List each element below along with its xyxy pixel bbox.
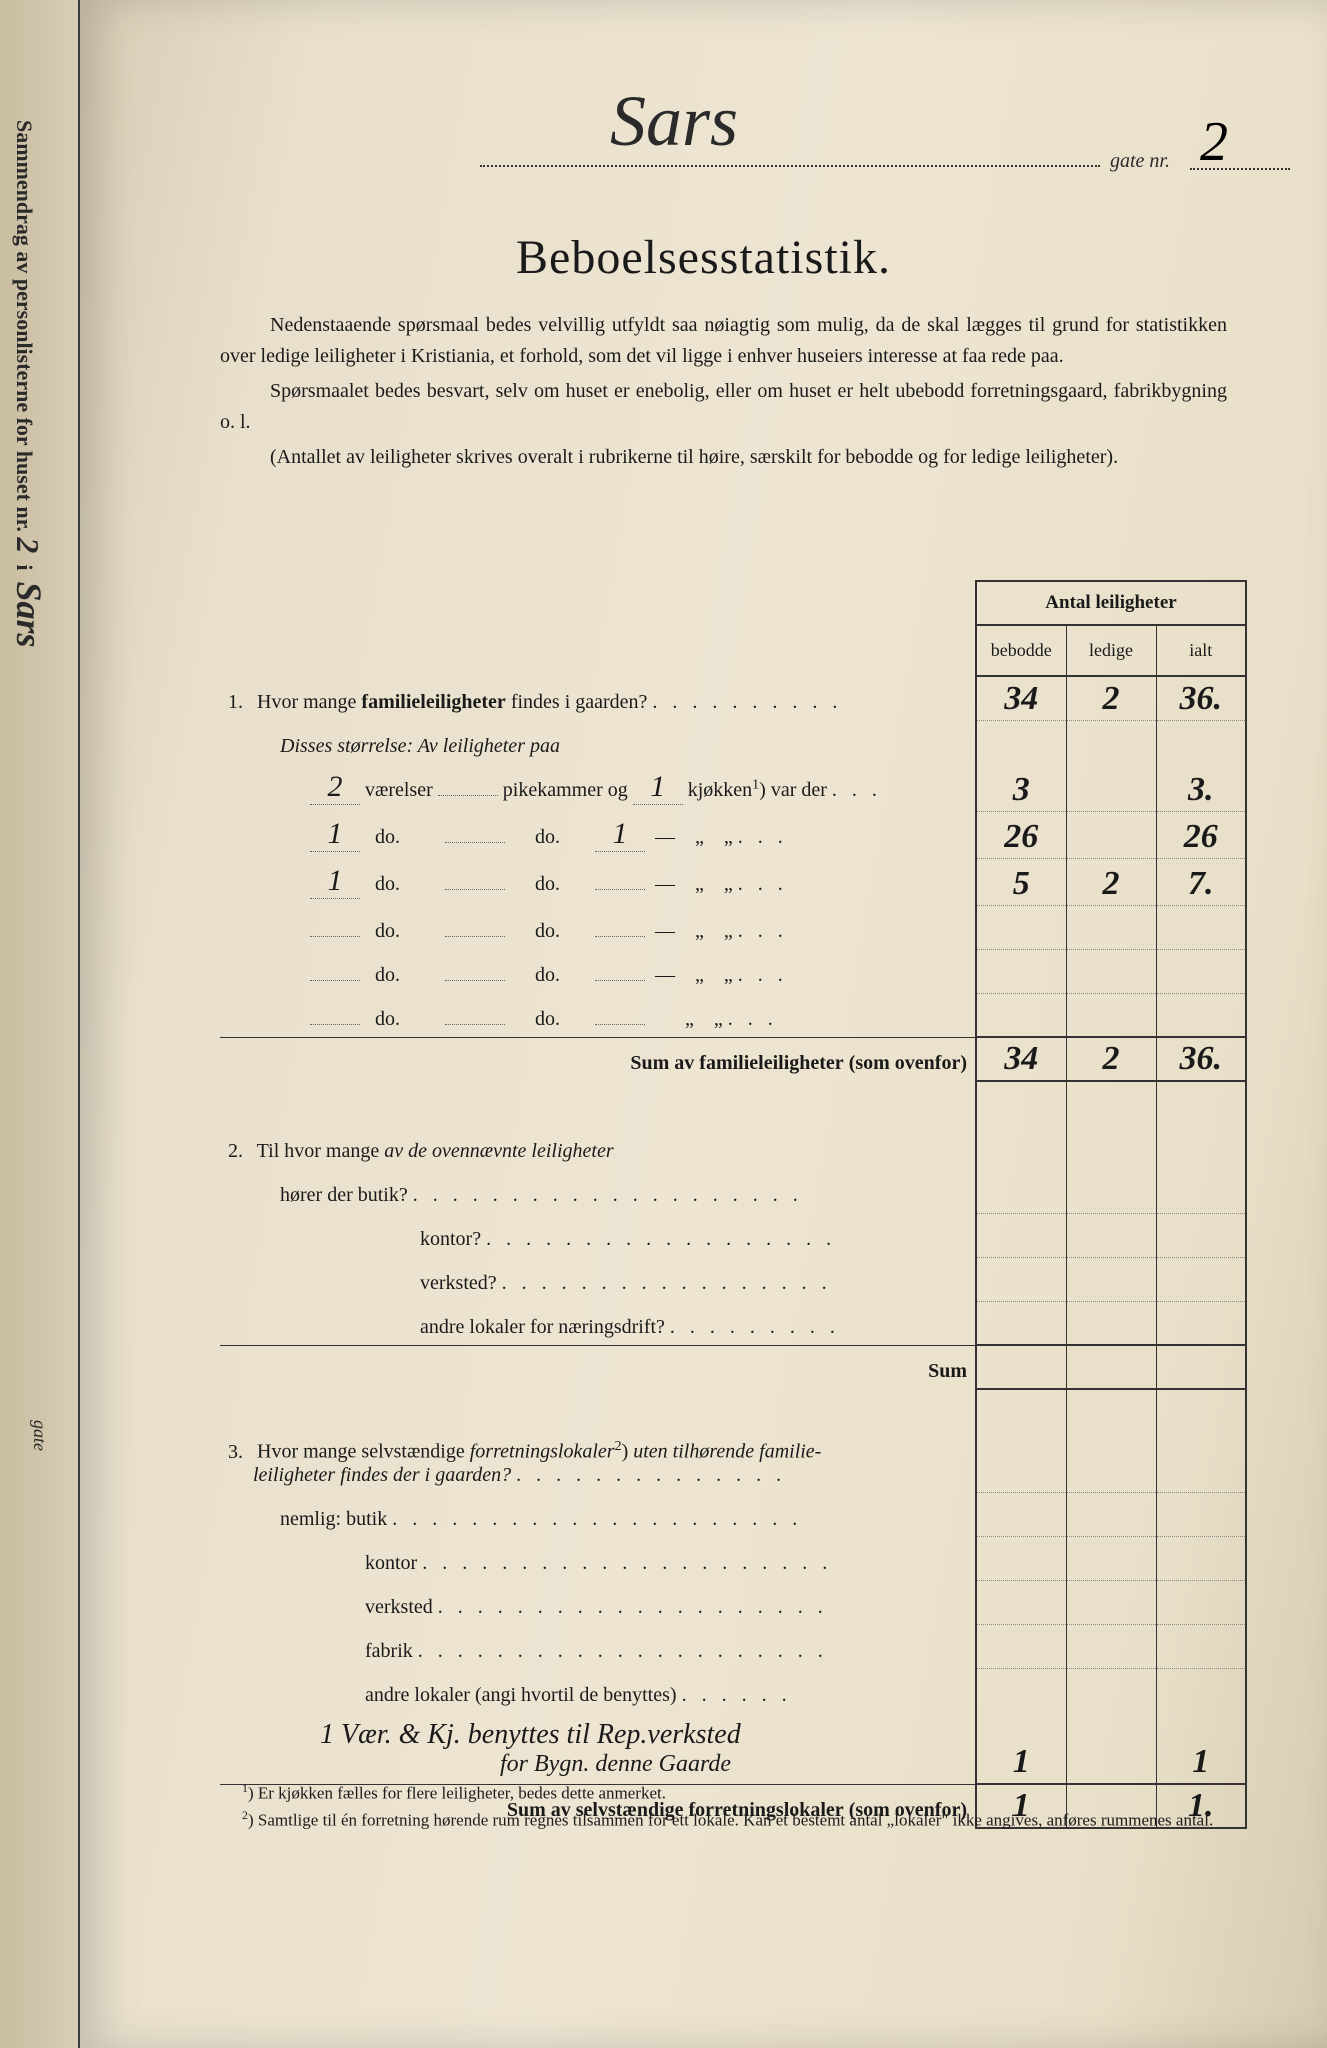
margin-house-nr: 2 [10,537,46,553]
q3-verksted: verksted . . . . . . . . . . . . . . . .… [220,1581,976,1625]
q1-sum-label: Sum av familieleiligheter (som ovenfor) [220,1037,976,1081]
q1-sum-ledige: 2 [1066,1037,1156,1081]
intro-text: Nedenstaaende spørsmaal bedes velvillig … [220,310,1227,477]
q2-verksted: verksted? . . . . . . . . . . . . . . . … [220,1257,976,1301]
q3-kontor: kontor . . . . . . . . . . . . . . . . .… [220,1537,976,1581]
q1-row-5: do. do. „ „ . . . [220,993,976,1037]
q1-ialt: 36. [1156,676,1246,720]
q2-text: 2. Til hvor mange av de ovennævnte leili… [220,1125,976,1169]
gate-nr-handwritten: 2 [1200,110,1228,174]
q1-ledige: 2 [1066,676,1156,720]
gate-nr-label: gate nr. [1110,150,1170,173]
street-name-handwritten: Sars [610,80,738,163]
q1-row-2: 1 do. do. — „ „ . . . [220,858,976,905]
footnote-2: 2) Samtlige til én forretning hørende ru… [220,1807,1227,1832]
q3-butik: nemlig: butik . . . . . . . . . . . . . … [220,1493,976,1537]
col-ialt: ialt [1156,625,1246,676]
q3-fabrik: fabrik . . . . . . . . . . . . . . . . .… [220,1625,976,1669]
q1-row-3: do. do. — „ „ . . . [220,905,976,949]
q1-bebodde: 34 [976,676,1066,720]
margin-text-summary: Sammendrag av personlisterne for huset n… [8,120,50,648]
street-underline [480,165,1100,167]
document-title: Beboelsesstatistik. [80,230,1327,285]
footnote-1: 1) Er kjøkken fælles for flere leilighet… [220,1780,1227,1805]
header: Sars gate nr. 2 [230,50,1247,190]
q2-sum-label: Sum [220,1345,976,1389]
q3-andre: andre lokaler (angi hvortil de benyttes)… [220,1669,976,1713]
footnotes: 1) Er kjøkken fælles for flere leilighet… [220,1780,1227,1835]
q1-text: 1. Hvor mange familieleiligheter findes … [220,676,976,720]
intro-p1: Nedenstaaende spørsmaal bedes velvillig … [220,310,1227,372]
q1-row-4: do. do. — „ „ . . . [220,949,976,993]
left-margin-strip: Sammendrag av personlisterne for huset n… [0,0,80,2048]
q3-text: 3. Hvor mange selvstændige forretningslo… [220,1433,976,1493]
margin-gate-label: gate [29,1420,50,1451]
q1-sum-bebodde: 34 [976,1037,1066,1081]
statistics-table: Antal leiligheter bebodde ledige ialt 1.… [220,580,1247,1829]
q2-andre: andre lokaler for næringsdrift? . . . . … [220,1301,976,1345]
q1-row-1: 1 do. do. 1 — „ „ . . . [220,811,976,858]
col-bebodde: bebodde [976,625,1066,676]
col-ledige: ledige [1066,625,1156,676]
q1-subtitle: Disses størrelse: Av leiligheter paa [220,720,976,764]
intro-p2: Spørsmaalet bedes besvart, selv om huset… [220,376,1227,438]
q2-kontor: kontor? . . . . . . . . . . . . . . . . … [220,1213,976,1257]
margin-street-hw: Sars [9,582,49,648]
q1-sum-ialt: 36. [1156,1037,1246,1081]
q2-butik: hører der butik? . . . . . . . . . . . .… [220,1169,976,1213]
q1-row-0: 2 værelser pikekammer og 1 kjøkken1) var… [220,764,976,811]
table-header-group: Antal leiligheter [976,581,1246,625]
gate-nr-underline [1190,168,1290,170]
intro-p3: (Antallet av leiligheter skrives overalt… [220,442,1227,473]
q3-handwritten-note: 1 Vær. & Kj. benyttes til Rep.verksted f… [220,1713,976,1785]
document-page: Sars gate nr. 2 Beboelsesstatistik. Nede… [80,0,1327,2048]
